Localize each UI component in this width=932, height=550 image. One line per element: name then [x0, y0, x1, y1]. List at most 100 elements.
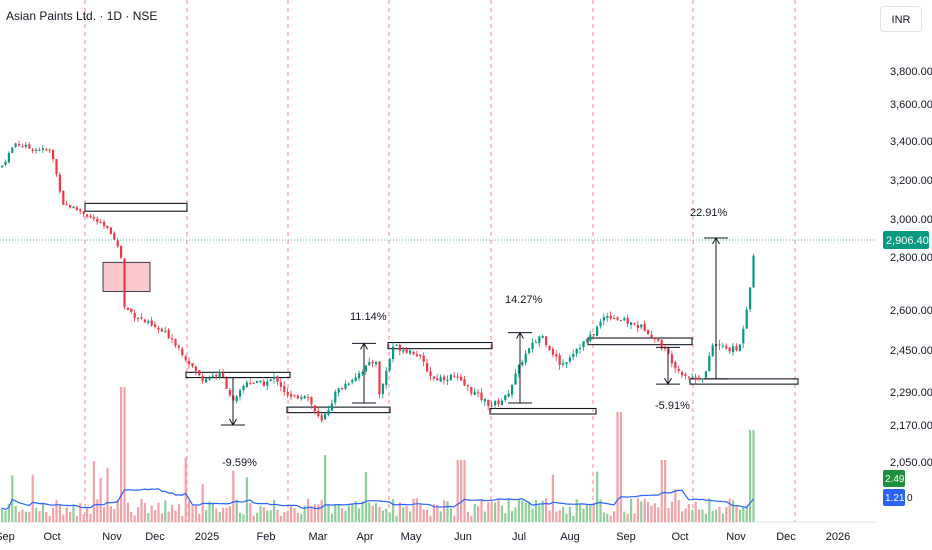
- volume-bar: [613, 511, 616, 522]
- candle-body: [684, 374, 687, 376]
- candle-body: [619, 320, 622, 322]
- gap-box: [102, 261, 151, 292]
- level-band: [489, 407, 597, 415]
- volume-bar: [69, 511, 72, 522]
- candle-body: [256, 380, 259, 383]
- volume-bar: [385, 508, 388, 522]
- candle-body: [541, 335, 544, 338]
- volume-bar: [286, 510, 289, 522]
- candle-body: [154, 324, 157, 327]
- price-axis[interactable]: 3,800.00 3,600.00 3,400.00 3,200.00 3,000.00…: [0, 66, 932, 506]
- candle-body: [354, 377, 357, 382]
- volume-ma-badge: [883, 489, 905, 506]
- candle-body: [235, 396, 238, 402]
- volume-bar: [154, 509, 157, 522]
- volume-bar: [497, 499, 500, 522]
- time-tick-label: Oct: [671, 531, 688, 543]
- candle-body: [402, 350, 405, 352]
- volume-bar: [596, 471, 599, 522]
- candle-body: [460, 376, 463, 381]
- candle-body: [534, 341, 537, 343]
- volume-bar: [528, 501, 531, 522]
- candle-body: [198, 370, 201, 376]
- candle-body: [181, 348, 184, 356]
- volume-bar: [160, 513, 163, 522]
- candle-body: [116, 240, 119, 247]
- volume-bar: [262, 507, 265, 522]
- candle-body: [694, 377, 697, 379]
- candle-body: [507, 393, 510, 397]
- volume-bar: [572, 515, 575, 522]
- price-tick-label: 3,000.00: [890, 214, 932, 226]
- volume-bar: [402, 507, 405, 522]
- level-band: [286, 406, 391, 414]
- volume-bar: [317, 504, 320, 522]
- candle-body: [109, 227, 112, 234]
- volume-bar: [548, 510, 551, 522]
- volume-bar: [568, 506, 571, 522]
- candle-body: [633, 323, 636, 325]
- candle-body: [137, 318, 140, 320]
- volume-bar: [143, 502, 146, 522]
- volume-bar: [623, 511, 626, 522]
- candle-body: [358, 373, 361, 379]
- candle-body: [681, 372, 684, 376]
- price-tick-label: 2,600.00: [890, 305, 932, 317]
- volume-bar: [681, 511, 684, 522]
- volume-bar: [494, 502, 497, 522]
- candle-body: [470, 387, 473, 394]
- time-axis[interactable]: Sep Oct Nov Dec 2025 Feb Mar Apr May Jun Jul Aug Sep…: [0, 531, 850, 543]
- candle-body: [439, 377, 442, 382]
- time-tick-label: 2026: [826, 531, 850, 543]
- volume-bar: [35, 507, 38, 522]
- candle-body: [351, 380, 354, 383]
- candle-body: [310, 396, 313, 405]
- candle-body: [113, 233, 116, 240]
- candle-body: [92, 217, 95, 219]
- candle-body: [395, 344, 398, 346]
- candle-body: [58, 174, 61, 192]
- candle-body: [266, 381, 269, 386]
- candle-body: [11, 147, 14, 154]
- volume-bar: [194, 505, 197, 522]
- volume-bar: [517, 499, 520, 522]
- candle-body: [626, 317, 629, 324]
- candle-body: [664, 348, 667, 350]
- volume-bar: [415, 498, 418, 522]
- time-tick-label: Oct: [43, 531, 60, 543]
- level-band: [387, 341, 493, 350]
- symbol-title[interactable]: Asian Paints Ltd. · 1D · NSE: [6, 9, 158, 23]
- price-tick-label: 2,170.00: [890, 420, 932, 432]
- volume-bar: [728, 498, 731, 522]
- volume-bar: [177, 504, 180, 522]
- candle-body: [307, 397, 310, 399]
- volume-bar: [657, 507, 660, 522]
- volume-bar: [4, 510, 7, 522]
- candle-body: [728, 347, 731, 352]
- candle-body: [592, 334, 595, 336]
- volume-bar: [368, 502, 371, 522]
- volume-ma-line: [1, 488, 754, 511]
- candle-body: [191, 363, 194, 367]
- candle-body: [480, 392, 483, 401]
- time-tick-label: 2025: [195, 531, 219, 543]
- candle-body: [228, 390, 231, 396]
- volume-bar: [633, 513, 636, 522]
- volume-bar: [354, 501, 357, 522]
- price-tick-label: 2,290.00: [890, 387, 932, 399]
- volume-bar: [694, 501, 697, 522]
- candle-body: [385, 370, 388, 385]
- volume-bar: [483, 511, 486, 522]
- price-tick-label: 3,600.00: [890, 99, 932, 111]
- volume-bar: [660, 460, 663, 522]
- candle-body: [337, 388, 340, 393]
- volume-bar: [269, 510, 272, 522]
- candle-body: [477, 392, 480, 394]
- candle-body: [524, 353, 527, 363]
- currency-button[interactable]: INR: [880, 6, 922, 32]
- volume-bar: [147, 513, 150, 522]
- volume-bar: [313, 504, 316, 522]
- candle-body: [582, 341, 585, 348]
- volume-bar: [296, 513, 299, 522]
